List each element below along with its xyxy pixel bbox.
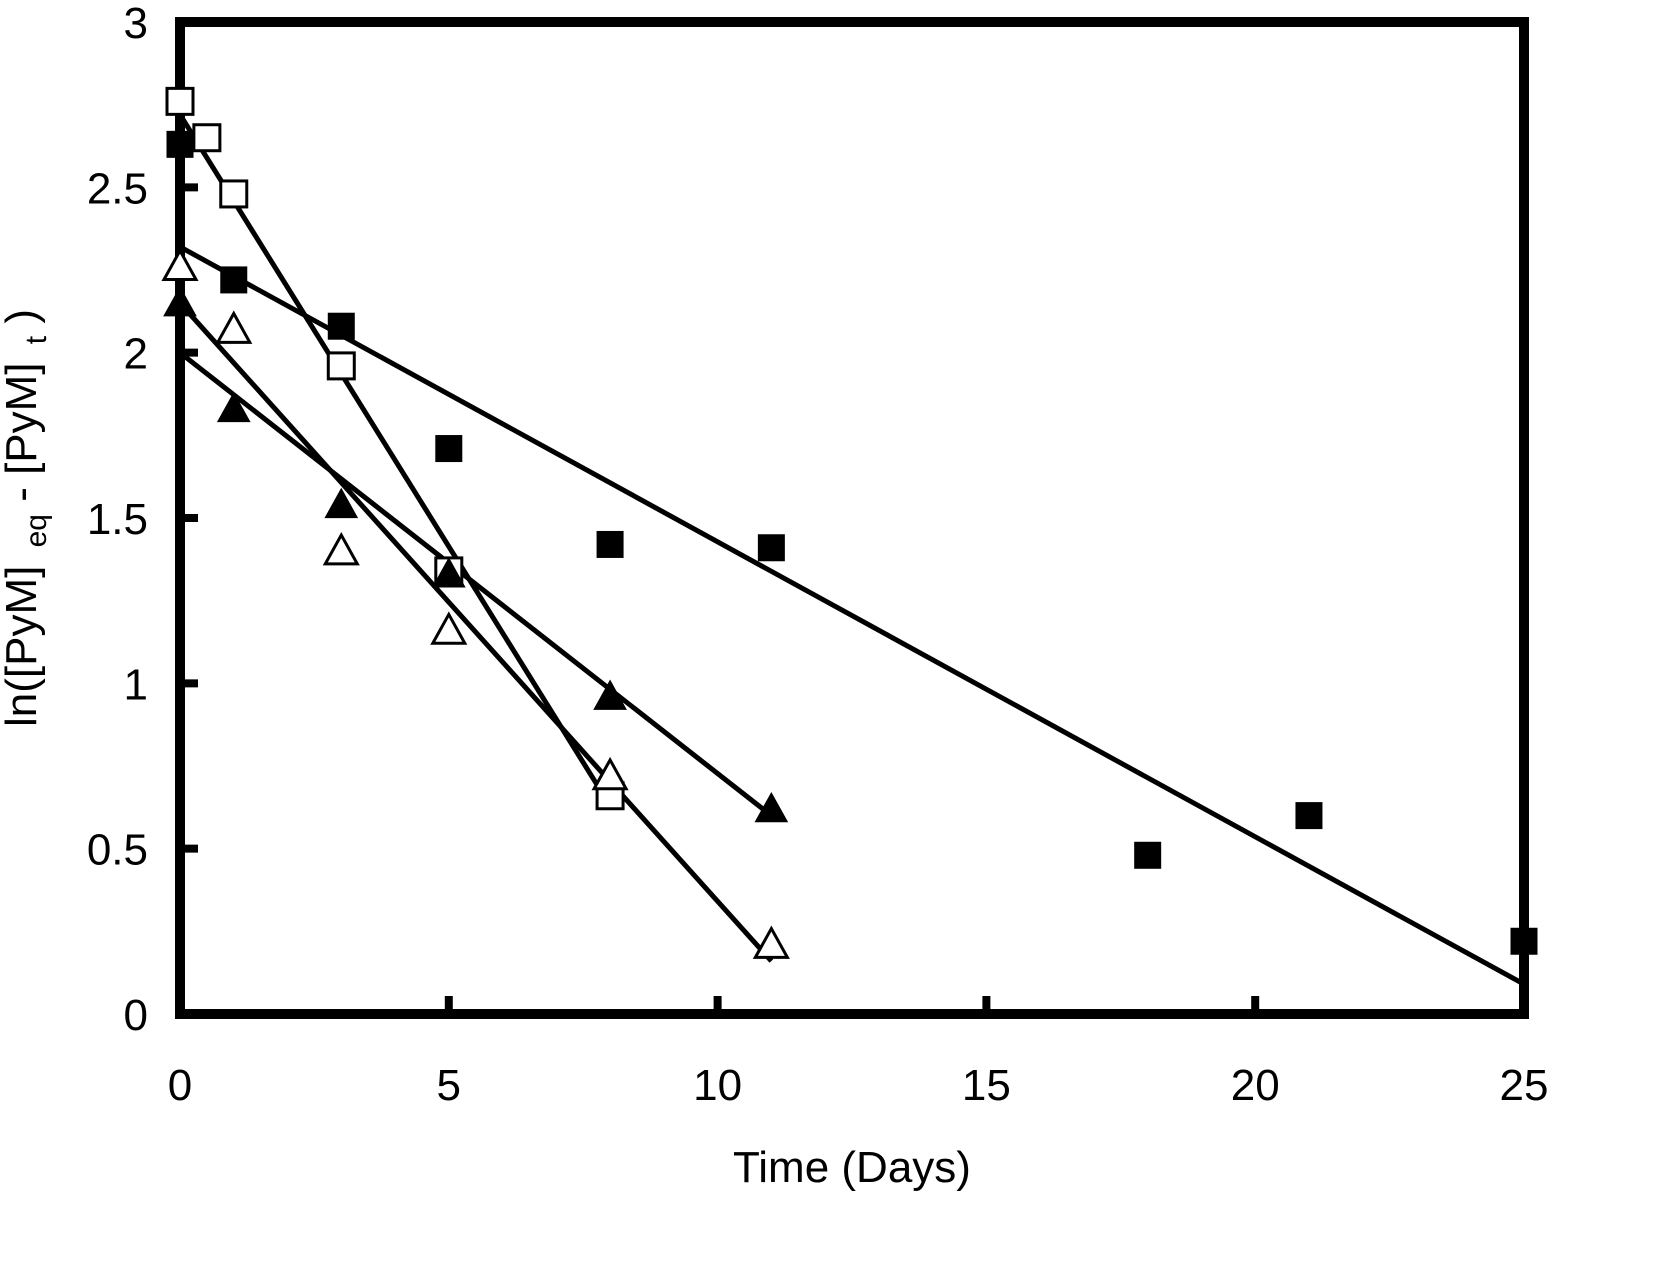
- y-tick-label-1: 0.5: [87, 826, 148, 875]
- point-open-square-0: [165, 86, 195, 116]
- data-markers: [161, 86, 1538, 959]
- y-axis-title-sub-eq: eq: [20, 514, 53, 547]
- tick-marks: [176, 18, 1528, 1018]
- point-filled-square-2: [327, 312, 355, 340]
- x-tick-label-0: 0: [168, 1061, 192, 1110]
- point-filled-square-0: [166, 130, 194, 158]
- y-axis-title-middle: - [PyM]: [0, 362, 46, 501]
- fit-line-filled-square: [178, 244, 1526, 987]
- point-open-triangle-2: [322, 531, 360, 566]
- y-tick-label-4: 2: [124, 330, 148, 379]
- point-open-triangle-1: [215, 310, 253, 344]
- fit-line-filled-triangle: [178, 350, 773, 818]
- y-tick-label-2: 1: [124, 660, 148, 709]
- x-tick-label-2: 10: [693, 1061, 742, 1110]
- x-axis-title: Time (Days): [733, 1143, 971, 1192]
- point-filled-triangle-1: [216, 391, 251, 423]
- x-tick-label-3: 15: [962, 1061, 1011, 1110]
- fit-lines: [177, 113, 1526, 987]
- y-tick-label-0: 0: [124, 991, 148, 1040]
- point-open-square-3: [326, 351, 356, 381]
- point-filled-triangle-2: [324, 487, 359, 519]
- tick-labels: 0 5 10 15 20 25 0 0.5 1 1.5 2 2.5 3: [87, 0, 1549, 1110]
- point-filled-square-7: [1295, 802, 1323, 830]
- fit-line-open-square: [177, 113, 613, 808]
- point-open-triangle-3: [430, 611, 468, 645]
- point-filled-square-1: [220, 266, 248, 294]
- point-open-square-2: [219, 179, 249, 209]
- point-filled-triangle-5: [754, 791, 789, 823]
- point-open-triangle-4: [591, 756, 629, 791]
- x-tick-label-5: 25: [1500, 1061, 1549, 1110]
- x-tick-label-1: 5: [437, 1061, 461, 1110]
- y-axis-title: ln([PyM] eq - [PyM] t ): [0, 309, 56, 727]
- y-axis-title-prefix: ln([PyM]: [0, 566, 46, 727]
- point-filled-square-8: [1510, 927, 1538, 955]
- point-open-triangle-0: [161, 247, 199, 281]
- fit-line-open-triangle: [178, 301, 774, 963]
- point-filled-square-4: [596, 530, 624, 558]
- y-axis-title-suffix: ): [0, 309, 46, 324]
- y-axis-title-sub-t: t: [20, 335, 53, 344]
- point-filled-triangle-4: [593, 679, 627, 710]
- point-filled-square-5: [757, 534, 785, 562]
- point-open-triangle-5: [752, 925, 790, 959]
- plot-frame: [175, 17, 1529, 1019]
- y-tick-label-3: 1.5: [87, 495, 148, 544]
- x-tick-label-4: 20: [1231, 1061, 1280, 1110]
- point-filled-triangle-0: [163, 286, 197, 317]
- point-open-square-1: [192, 123, 222, 153]
- y-tick-label-6: 3: [124, 0, 148, 48]
- y-tick-label-5: 2.5: [87, 164, 148, 213]
- point-filled-square-6: [1134, 841, 1162, 869]
- point-filled-triangle-3: [431, 557, 466, 588]
- point-filled-square-3: [435, 435, 463, 463]
